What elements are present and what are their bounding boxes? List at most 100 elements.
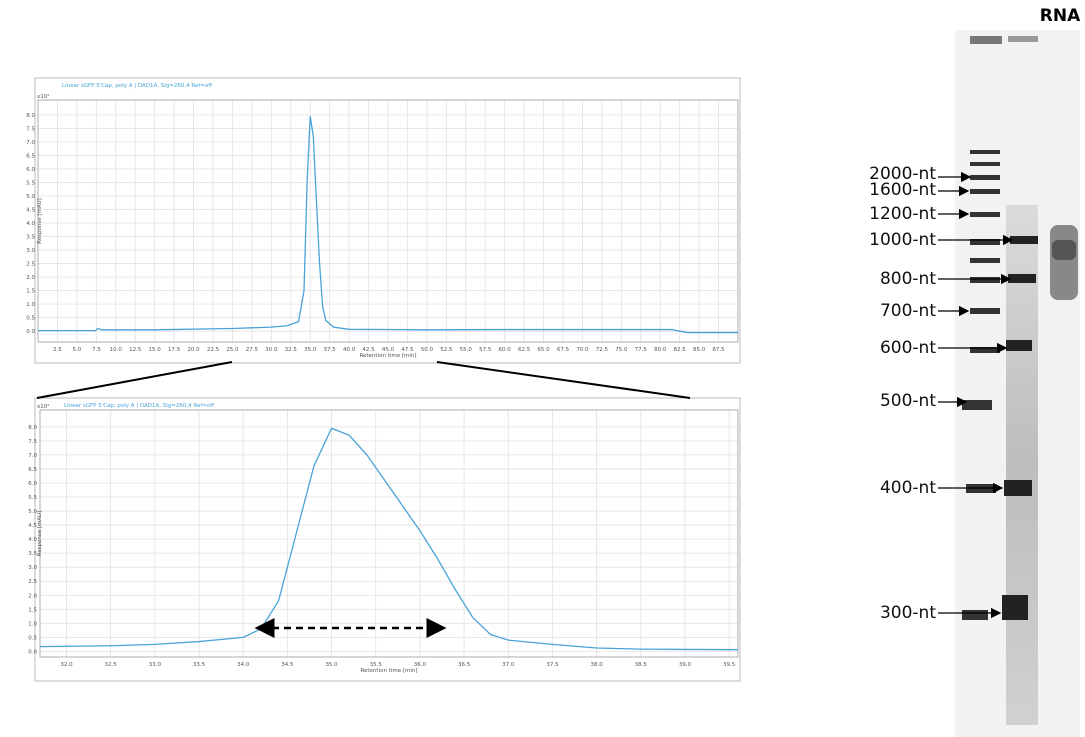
- x-tick-label: 67.5: [557, 347, 570, 353]
- x-tick-label: 2.5: [53, 347, 62, 353]
- lane-label: RNA: [1040, 6, 1081, 26]
- x-axis-label: Retention time [min]: [359, 353, 416, 359]
- x-tick-label: 50.0: [421, 347, 434, 353]
- x-axis-label: Retention time [min]: [360, 668, 417, 674]
- y-tick-label: 2.5: [26, 262, 35, 268]
- chart-title: Linear sGFP 5'Cap, poly A | DAD1A, Sig=2…: [64, 403, 214, 409]
- x-tick-label: 12.5: [129, 347, 142, 353]
- y-tick-label: 8.0: [28, 425, 37, 431]
- y-tick-label: 1.5: [28, 607, 37, 613]
- y-tick-label: 7.5: [28, 439, 37, 445]
- marker-label: 300-nt: [880, 603, 936, 623]
- x-tick-label: 25.0: [226, 347, 239, 353]
- x-tick-label: 32.5: [285, 347, 298, 353]
- x-tick-label: 34.0: [237, 662, 250, 668]
- zoom-line: [37, 362, 232, 398]
- chromatogram: 0.00.51.01.52.02.53.03.54.04.55.05.56.06…: [28, 398, 740, 681]
- x-tick-label: 32.5: [105, 662, 118, 668]
- x-tick-label: 39.5: [723, 662, 736, 668]
- chromatogram: 0.00.51.01.52.02.53.03.54.04.55.05.56.06…: [26, 78, 740, 363]
- y-tick-label: 2.0: [26, 275, 35, 281]
- y-tick-label: 6.5: [26, 153, 35, 159]
- x-tick-label: 38.0: [591, 662, 604, 668]
- y-tick-label: 3.5: [26, 235, 35, 241]
- x-tick-label: 62.5: [518, 347, 531, 353]
- y-tick-label: 4.5: [26, 208, 35, 214]
- y-multiplier: x10²: [37, 403, 49, 410]
- y-multiplier: x10²: [37, 93, 49, 100]
- x-tick-label: 33.5: [193, 662, 206, 668]
- x-tick-label: 37.5: [324, 347, 337, 353]
- y-tick-label: 6.0: [26, 167, 35, 173]
- marker-label: 1000-nt: [869, 230, 936, 250]
- x-tick-label: 35.0: [304, 347, 317, 353]
- marker-label: 1600-nt: [869, 180, 936, 200]
- y-axis-label: Response [mAU]: [37, 511, 43, 557]
- y-tick-label: 5.5: [28, 495, 37, 501]
- x-tick-label: 82.5: [674, 347, 687, 353]
- y-tick-label: 2.0: [28, 593, 37, 599]
- y-tick-label: 5.0: [26, 194, 35, 200]
- x-tick-label: 34.5: [281, 662, 294, 668]
- x-tick-label: 75.0: [615, 347, 628, 353]
- y-tick-label: 3.0: [26, 248, 35, 254]
- x-tick-label: 70.0: [576, 347, 589, 353]
- x-tick-label: 15.0: [149, 347, 162, 353]
- x-tick-label: 87.5: [712, 347, 725, 353]
- x-tick-label: 80.0: [654, 347, 667, 353]
- x-tick-label: 38.5: [635, 662, 648, 668]
- marker-label: 500-nt: [880, 391, 936, 411]
- x-tick-label: 27.5: [246, 347, 259, 353]
- x-tick-label: 10.0: [110, 347, 123, 353]
- marker-label: 400-nt: [880, 478, 936, 498]
- y-tick-label: 7.0: [26, 140, 35, 146]
- x-tick-label: 39.0: [679, 662, 692, 668]
- y-tick-label: 8.0: [26, 113, 35, 119]
- x-tick-label: 33.0: [149, 662, 162, 668]
- x-tick-label: 52.5: [440, 347, 453, 353]
- y-tick-label: 7.0: [28, 453, 37, 459]
- x-tick-label: 65.0: [537, 347, 550, 353]
- y-tick-label: 4.0: [26, 221, 35, 227]
- y-tick-label: 1.5: [26, 289, 35, 295]
- x-tick-label: 17.5: [168, 347, 181, 353]
- x-tick-label: 22.5: [207, 347, 220, 353]
- x-tick-label: 55.0: [460, 347, 473, 353]
- marker-label: 800-nt: [880, 269, 936, 289]
- x-tick-label: 40.0: [343, 347, 356, 353]
- x-tick-label: 60.0: [499, 347, 512, 353]
- y-tick-label: 2.5: [28, 579, 37, 585]
- figure: 0.0 0.5 1.0 1.5 2.0 2.5 3.0 3.5 4.0 4.5 5.0 5.5 6.0 6…: [0, 0, 1085, 737]
- x-tick-label: 72.5: [596, 347, 609, 353]
- y-tick-label: 6.5: [28, 467, 37, 473]
- y-tick-label: 0.5: [26, 316, 35, 322]
- x-tick-label: 77.5: [635, 347, 648, 353]
- x-tick-label: 32.0: [60, 662, 73, 668]
- marker-label: 1200-nt: [869, 204, 936, 224]
- marker-label: 600-nt: [880, 338, 936, 358]
- y-tick-label: 6.0: [28, 481, 37, 487]
- y-tick-label: 0.0: [28, 649, 37, 655]
- x-tick-label: 20.0: [187, 347, 200, 353]
- x-tick-label: 35.0: [325, 662, 338, 668]
- x-tick-label: 30.0: [265, 347, 278, 353]
- y-tick-label: 0.5: [28, 635, 37, 641]
- y-axis-label: Response [mAU]: [37, 198, 43, 244]
- x-tick-label: 85.0: [693, 347, 706, 353]
- marker-label: 700-nt: [880, 301, 936, 321]
- x-tick-label: 37.5: [546, 662, 559, 668]
- chart-title: Linear sGFP 5'Cap, poly A | DAD1A, Sig=2…: [62, 83, 212, 89]
- zoom-line: [437, 362, 690, 398]
- y-tick-label: 3.0: [28, 565, 37, 571]
- x-tick-label: 7.5: [92, 347, 101, 353]
- chart-frame: [35, 78, 740, 363]
- x-tick-label: 37.0: [502, 662, 515, 668]
- y-tick-label: 1.0: [28, 621, 37, 627]
- y-tick-label: 5.5: [26, 180, 35, 186]
- y-tick-label: 0.0: [26, 329, 35, 335]
- y-tick-label: 7.5: [26, 126, 35, 132]
- x-tick-label: 5.0: [73, 347, 82, 353]
- gel: [955, 30, 1080, 737]
- x-tick-label: 57.5: [479, 347, 492, 353]
- x-tick-label: 36.5: [458, 662, 471, 668]
